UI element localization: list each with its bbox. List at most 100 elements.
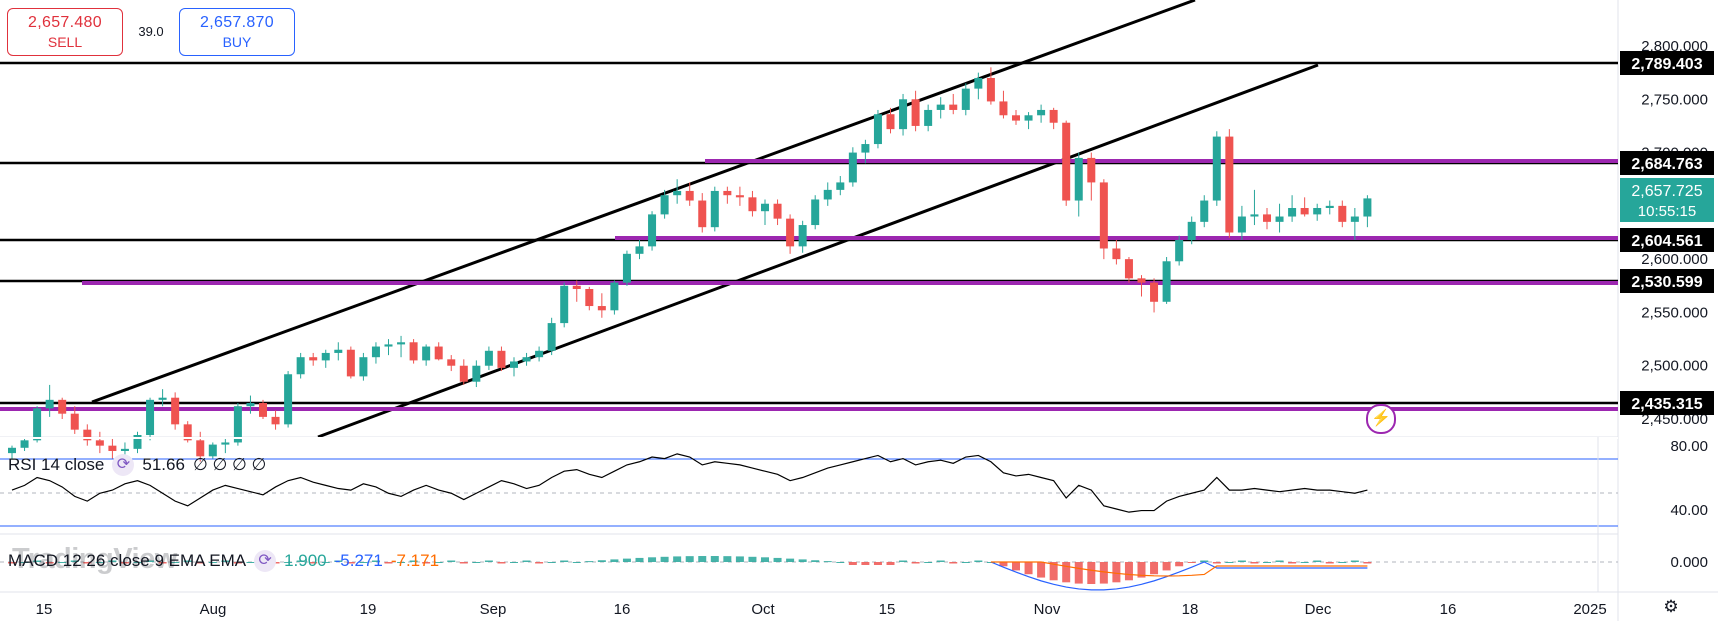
last-price-label: 2,657.725: [1631, 183, 1702, 200]
macd-histogram-bar: [1300, 562, 1309, 563]
time-tick-label: Oct: [751, 601, 775, 618]
macd-histogram-bar: [535, 562, 544, 564]
candle-body: [622, 253, 631, 283]
candle-body: [986, 77, 995, 102]
candle-body: [899, 99, 908, 130]
level-label: 2,789.403: [1631, 56, 1702, 73]
macd-histogram-bar: [1150, 562, 1159, 575]
candle-body: [961, 88, 970, 110]
macd-histogram-bar: [1200, 560, 1209, 562]
macd-histogram-bar: [1099, 562, 1108, 584]
macd-histogram-bar: [434, 562, 443, 563]
candle-body: [522, 357, 531, 362]
candle-body: [1338, 205, 1347, 222]
macd-histogram-bar: [1037, 562, 1046, 578]
macd-histogram-bar: [610, 559, 619, 562]
macd-histogram-bar: [1338, 562, 1347, 563]
macd-histogram-bar: [384, 562, 393, 564]
cycle-icon[interactable]: ⟳: [112, 454, 135, 476]
macd-label: MACD 12 26 close 9 EMA EMA: [8, 551, 247, 570]
macd-histogram-bar: [371, 560, 380, 562]
macd-histogram-bar: [1012, 562, 1020, 571]
macd-histogram-bar: [1175, 562, 1184, 567]
macd-histogram-bar: [547, 562, 556, 563]
settings-icon[interactable]: ⚙: [1663, 597, 1679, 616]
macd-histogram-bar: [823, 561, 832, 563]
macd-histogram-bar: [1162, 562, 1171, 571]
candle-body: [710, 190, 719, 228]
macd-histogram-bar: [635, 557, 644, 562]
macd-histogram-bar: [1225, 562, 1234, 563]
candle-body: [447, 359, 456, 366]
macd-legend[interactable]: MACD 12 26 close 9 EMA EMA ⟳ 1.900 -5.27…: [8, 550, 439, 572]
macd-histogram-bar: [1313, 560, 1322, 562]
price-tick-label: 2,550.000: [1641, 304, 1708, 321]
candle-body: [45, 399, 54, 409]
price-tick-label: 2,500.000: [1641, 358, 1708, 375]
candle-body: [20, 440, 29, 448]
candle-body: [823, 189, 832, 200]
candle-body: [8, 447, 16, 454]
candle-body: [848, 152, 857, 183]
candle-body: [723, 190, 732, 196]
candle-body: [246, 403, 255, 407]
macd-histogram-bar: [1363, 562, 1372, 564]
candle-body: [346, 349, 355, 377]
macd-histogram-bar: [961, 562, 970, 563]
candle-body: [1150, 282, 1159, 302]
candle-body: [1074, 157, 1083, 201]
macd-histogram-bar: [1112, 562, 1121, 583]
price-tick-label: 2,800.000: [1641, 38, 1708, 55]
candle-body: [585, 288, 594, 307]
candle-body: [999, 101, 1008, 116]
buy-button[interactable]: 2,657.870 BUY: [179, 8, 295, 56]
macd-histogram-bar: [1288, 562, 1297, 564]
macd-histogram-bar: [70, 560, 79, 562]
macd-histogram-bar: [773, 557, 782, 562]
macd-histogram-bar: [786, 558, 795, 562]
time-tick-label: Dec: [1305, 601, 1332, 618]
macd-line: [990, 561, 1368, 591]
macd-histogram-bar: [246, 562, 255, 563]
cycle-icon[interactable]: ⟳: [254, 550, 277, 572]
macd-histogram-bar: [899, 560, 908, 562]
rsi-level-label: 40.00: [1670, 502, 1708, 519]
sell-button[interactable]: 2,657.480 SELL: [7, 8, 123, 56]
macd-histogram-bar: [861, 562, 870, 565]
candle-body: [510, 361, 518, 368]
candle-body: [936, 104, 945, 110]
tradingview-watermark: TradingView: [12, 543, 177, 575]
macd-histogram-bar: [1237, 560, 1246, 562]
macd-histogram-bar: [45, 562, 54, 564]
macd-histogram-bar: [999, 562, 1008, 567]
rsi-value: 51.66: [142, 455, 185, 474]
macd-histogram-bar: [447, 560, 456, 562]
candle-body: [1300, 207, 1309, 215]
candle-body: [497, 350, 506, 368]
macd-histogram-bar: [1062, 562, 1071, 583]
alert-icon[interactable]: ⚡: [1366, 404, 1396, 434]
candle-body: [120, 448, 129, 451]
rsi-legend[interactable]: RSI 14 close ⟳ 51.66 ∅ ∅ ∅ ∅: [8, 454, 266, 476]
time-tick-label: 16: [1440, 601, 1457, 618]
candle-body: [158, 397, 167, 400]
candle-body: [434, 346, 443, 360]
candle-body: [183, 424, 192, 441]
macd-histogram-bar: [1275, 560, 1284, 562]
candle-body: [334, 349, 343, 353]
candle-body: [635, 246, 644, 254]
candle-body: [949, 104, 958, 110]
macd-histogram-bar: [1137, 562, 1146, 578]
candle-body: [1099, 182, 1108, 249]
candle-body: [660, 195, 669, 215]
candle-body: [409, 342, 418, 361]
macd-histogram-bar: [1350, 560, 1359, 562]
macd-histogram-bar: [459, 562, 468, 564]
buy-label: BUY: [222, 34, 252, 50]
candle-body: [1087, 157, 1096, 183]
candle-body: [911, 99, 920, 126]
candle-body: [422, 346, 431, 361]
candle-body: [1325, 205, 1334, 208]
macd-histogram-bar: [484, 560, 493, 562]
